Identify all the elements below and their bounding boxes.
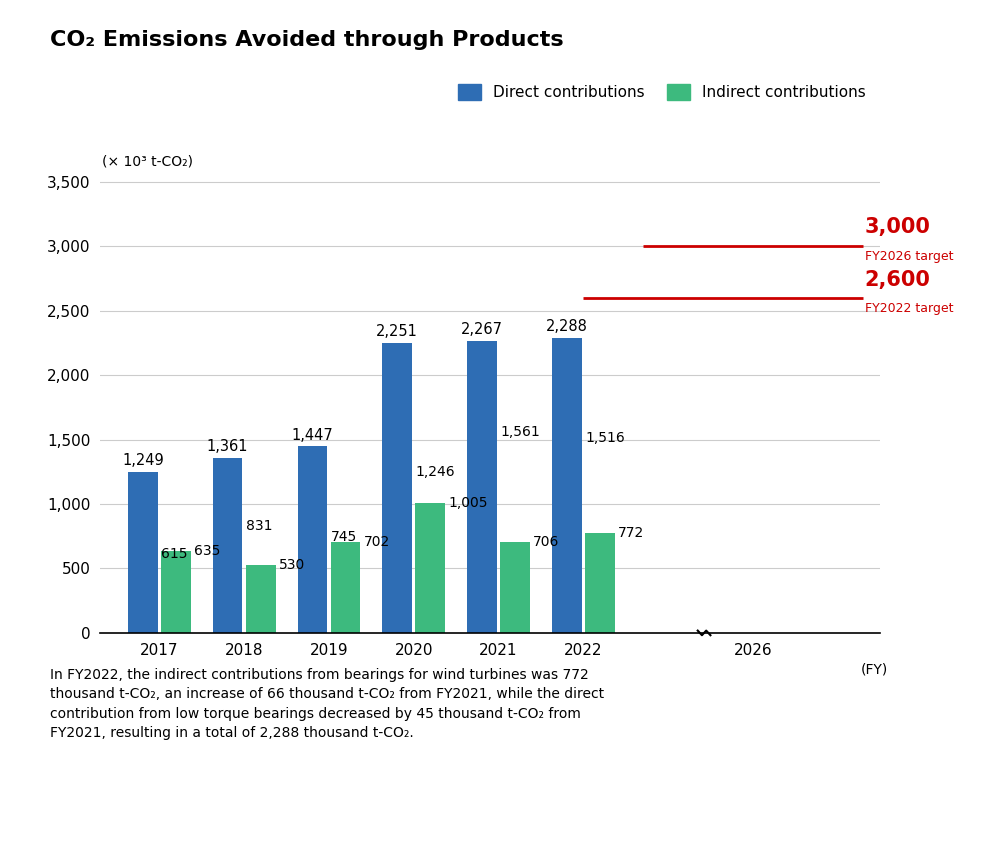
- Text: 745: 745: [331, 530, 357, 544]
- Bar: [552, 338, 582, 633]
- Text: 702: 702: [364, 536, 390, 550]
- Bar: [467, 341, 497, 633]
- Text: 1,361: 1,361: [207, 439, 248, 453]
- Bar: [331, 543, 360, 633]
- Text: 3,000: 3,000: [865, 218, 931, 238]
- Text: 2,600: 2,600: [865, 271, 931, 290]
- Bar: [128, 472, 158, 633]
- Text: 831: 831: [246, 518, 272, 533]
- Text: 1,516: 1,516: [585, 431, 625, 445]
- Bar: [246, 564, 276, 633]
- Bar: [585, 533, 615, 633]
- Bar: [213, 458, 242, 633]
- Text: 772: 772: [618, 526, 644, 540]
- Text: FY2026 target: FY2026 target: [865, 251, 953, 264]
- Text: 615: 615: [161, 547, 188, 561]
- Bar: [298, 447, 327, 633]
- Text: 1,005: 1,005: [448, 497, 488, 511]
- Text: 1,246: 1,246: [415, 466, 455, 479]
- Text: (× 10³ t-CO₂): (× 10³ t-CO₂): [102, 155, 193, 169]
- Text: 1,447: 1,447: [292, 427, 333, 442]
- Bar: [161, 551, 191, 633]
- Text: 635: 635: [194, 544, 220, 558]
- Text: In FY2022, the indirect contributions from bearings for wind turbines was 772
th: In FY2022, the indirect contributions fr…: [50, 668, 604, 740]
- Bar: [415, 504, 445, 633]
- Bar: [382, 342, 412, 633]
- Text: 1,249: 1,249: [122, 453, 164, 468]
- Text: CO₂ Emissions Avoided through Products: CO₂ Emissions Avoided through Products: [50, 30, 564, 50]
- Text: 1,561: 1,561: [500, 425, 540, 439]
- Text: 2,251: 2,251: [376, 324, 418, 339]
- Text: (FY): (FY): [861, 662, 888, 676]
- Text: 706: 706: [533, 535, 560, 549]
- Text: 2,288: 2,288: [546, 319, 588, 334]
- Legend: Direct contributions, Indirect contributions: Direct contributions, Indirect contribut…: [452, 78, 872, 106]
- Bar: [500, 542, 530, 633]
- Text: 530: 530: [279, 557, 305, 571]
- Text: 2,267: 2,267: [461, 322, 503, 337]
- Text: FY2022 target: FY2022 target: [865, 302, 953, 315]
